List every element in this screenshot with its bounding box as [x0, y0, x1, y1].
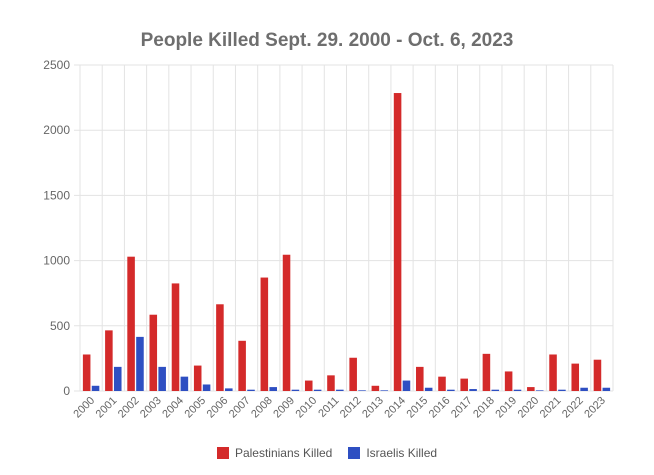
- bar-israelis-killed: [402, 380, 411, 391]
- x-tick-label: 2023: [582, 395, 608, 421]
- bar-palestinians-killed: [504, 371, 513, 391]
- y-tick-label: 1500: [43, 188, 70, 202]
- bar-israelis-killed: [558, 389, 566, 391]
- bar-israelis-killed: [424, 387, 433, 391]
- x-tick-label: 2015: [405, 395, 431, 421]
- bar-palestinians-killed: [349, 357, 357, 391]
- bar-israelis-killed: [136, 336, 144, 391]
- bar-palestinians-killed: [527, 387, 535, 391]
- x-tick-label: 2012: [338, 395, 364, 421]
- bar-palestinians-killed: [416, 366, 424, 391]
- bar-palestinians-killed: [549, 354, 557, 391]
- legend-swatch-palestinians: [216, 447, 229, 459]
- y-tick-label: 2000: [43, 123, 70, 137]
- x-tick-label: 2013: [360, 395, 386, 421]
- x-tick-label: 2008: [249, 395, 275, 421]
- bar-palestinians-killed: [82, 354, 91, 391]
- x-tick-label: 2001: [94, 395, 120, 421]
- x-tick-label: 2016: [427, 395, 453, 421]
- bar-israelis-killed: [247, 389, 255, 391]
- bar-palestinians-killed: [193, 365, 202, 391]
- bar-israelis-killed: [535, 390, 544, 391]
- legend-item-israelis[interactable]: Israelis Killed: [348, 446, 437, 460]
- bar-palestinians-killed: [593, 359, 602, 391]
- x-tick-label: 2020: [516, 395, 542, 421]
- x-tick-label: 2021: [538, 395, 564, 421]
- bar-israelis-killed: [180, 376, 189, 391]
- bar-palestinians-killed: [571, 363, 580, 391]
- x-tick-label: 2006: [205, 395, 231, 421]
- bar-palestinians-killed: [127, 256, 135, 391]
- bar-israelis-killed: [202, 384, 211, 391]
- bar-palestinians-killed: [327, 375, 335, 391]
- y-tick-label: 0: [63, 384, 70, 398]
- bar-israelis-killed: [469, 389, 477, 391]
- legend-label-palestinians: Palestinians Killed: [234, 446, 333, 460]
- bar-palestinians-killed: [149, 314, 158, 391]
- y-tick-label: 1000: [43, 254, 70, 268]
- legend-swatch-israelis: [348, 447, 361, 459]
- chart-title: People Killed Sept. 29. 2000 - Oct. 6, 2…: [140, 30, 514, 51]
- x-tick-label: 2005: [182, 395, 208, 421]
- x-tick-label: 2009: [271, 395, 297, 421]
- bar-palestinians-killed: [482, 353, 491, 391]
- legend: Palestinians Killed Israelis Killed: [0, 446, 654, 460]
- bar-israelis-killed: [447, 389, 455, 391]
- bar-palestinians-killed: [260, 277, 269, 391]
- bar-israelis-killed: [113, 366, 122, 391]
- x-tick-label: 2000: [71, 395, 97, 421]
- bar-palestinians-killed: [304, 380, 313, 391]
- bar-israelis-killed: [313, 389, 322, 391]
- bar-israelis-killed: [491, 389, 500, 391]
- x-tick-label: 2019: [493, 395, 519, 421]
- bar-palestinians-killed: [216, 304, 224, 391]
- x-tick-label: 2010: [294, 395, 320, 421]
- bar-palestinians-killed: [438, 376, 446, 391]
- legend-item-palestinians[interactable]: Palestinians Killed: [216, 446, 333, 460]
- bar-palestinians-killed: [105, 330, 113, 391]
- x-tick-label: 2011: [316, 395, 341, 420]
- x-tick-label: 2002: [116, 395, 142, 421]
- x-tick-label: 2007: [227, 395, 253, 421]
- x-tick-label: 2014: [382, 395, 408, 421]
- bar-israelis-killed: [269, 387, 277, 391]
- bar-israelis-killed: [336, 389, 344, 391]
- bar-palestinians-killed: [393, 93, 402, 391]
- bar-israelis-killed: [602, 387, 611, 391]
- bar-israelis-killed: [225, 388, 233, 391]
- bar-israelis-killed: [380, 390, 389, 391]
- x-tick-label: 2018: [471, 395, 497, 421]
- bar-palestinians-killed: [238, 340, 246, 391]
- bar-palestinians-killed: [460, 378, 468, 391]
- bar-israelis-killed: [513, 389, 522, 391]
- x-tick-label: 2004: [160, 395, 186, 421]
- legend-label-israelis: Israelis Killed: [366, 446, 438, 460]
- bar-palestinians-killed: [371, 385, 380, 391]
- bar-israelis-killed: [91, 385, 100, 391]
- y-tick-label: 2500: [43, 58, 70, 72]
- x-tick-label: 2022: [560, 395, 586, 421]
- bar-palestinians-killed: [282, 254, 291, 391]
- y-tick-label: 500: [50, 319, 70, 333]
- x-tick-label: 2003: [138, 395, 164, 421]
- bar-israelis-killed: [291, 389, 300, 391]
- bar-israelis-killed: [158, 366, 166, 391]
- bar-israelis-killed: [580, 387, 588, 391]
- bar-israelis-killed: [358, 390, 366, 391]
- x-tick-label: 2017: [449, 395, 475, 421]
- bar-palestinians-killed: [171, 283, 180, 391]
